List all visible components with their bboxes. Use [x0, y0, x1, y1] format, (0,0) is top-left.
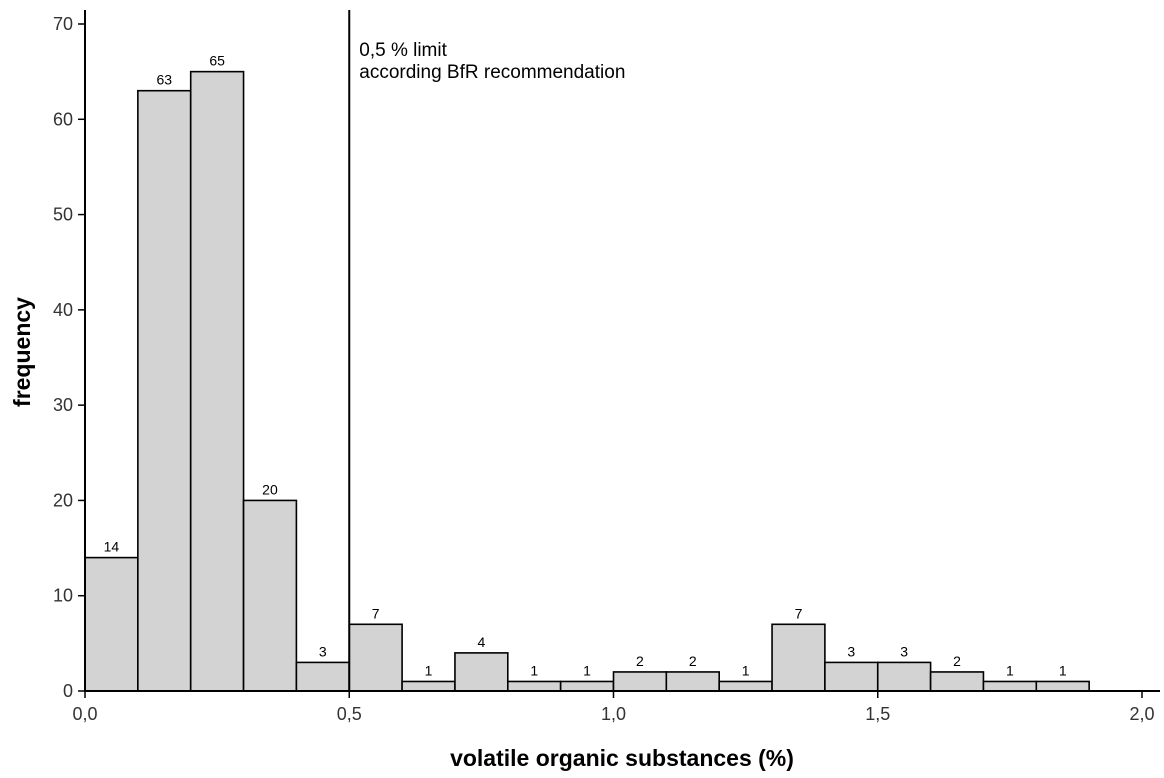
bar-value-label: 7	[372, 605, 380, 621]
x-axis-title: volatile organic substances (%)	[450, 745, 794, 771]
y-tick-label: 40	[53, 300, 73, 320]
x-tick-label: 1,5	[865, 704, 890, 724]
bar-value-label: 63	[156, 72, 172, 88]
bar-value-label: 3	[319, 643, 327, 659]
x-tick-label: 0,5	[337, 704, 362, 724]
histogram-bar	[401, 680, 456, 692]
x-tick-label: 2,0	[1129, 704, 1154, 724]
bar-value-label: 3	[847, 643, 855, 659]
histogram-bar	[665, 671, 720, 692]
histogram-bar	[876, 661, 932, 692]
bar-value-label: 65	[209, 53, 225, 69]
bar-value-label: 1	[425, 662, 433, 678]
limit-annotation-line: according BfR recommendation	[359, 62, 625, 83]
histogram-bar	[559, 680, 615, 692]
histogram-bar	[295, 661, 351, 692]
histogram-bar	[982, 680, 1038, 692]
histogram-bar	[612, 671, 668, 692]
histogram-bar	[348, 623, 403, 692]
bar-value-label: 1	[1059, 662, 1067, 678]
y-axis-ticks: 0 10 20 30 40 50 60 70	[53, 14, 85, 701]
y-tick-label: 0	[63, 681, 73, 701]
histogram-bar	[771, 623, 826, 692]
bar-value-label: 2	[689, 653, 697, 669]
y-tick-label: 20	[53, 490, 73, 510]
x-axis-ticks: 0,0 0,5 1,0 1,5 2,0	[72, 691, 1155, 724]
histogram-bar	[506, 680, 562, 692]
bar-value-label: 2	[953, 653, 961, 669]
bar-value-label: 4	[477, 634, 485, 650]
bar-value-label: 1	[1006, 662, 1014, 678]
y-axis-title: frequency	[9, 297, 35, 407]
bar-value-label: 1	[742, 662, 750, 678]
bar-value-label: 1	[583, 662, 591, 678]
bar-value-label: 2	[636, 653, 644, 669]
histogram-bar	[1035, 680, 1090, 692]
histogram-bar	[929, 671, 985, 692]
y-tick-label: 10	[53, 586, 73, 606]
bar-value-label: 20	[262, 481, 278, 497]
y-tick-label: 70	[53, 14, 73, 34]
bar-value-label: 3	[900, 643, 908, 659]
histogram-bar	[189, 70, 245, 692]
bar-value-label: 1	[530, 662, 538, 678]
limit-annotation-line: 0,5 % limit	[359, 40, 447, 61]
histogram-bar	[824, 661, 879, 692]
histogram-bars	[84, 70, 1090, 692]
y-tick-label: 30	[53, 395, 73, 415]
bar-value-label: 14	[104, 539, 120, 555]
histogram-bar	[454, 652, 509, 692]
histogram-bar	[137, 89, 192, 692]
x-tick-label: 1,0	[601, 704, 626, 724]
bar-value-label: 7	[795, 605, 803, 621]
x-tick-label: 0,0	[72, 704, 97, 724]
axes	[84, 10, 1160, 692]
y-tick-label: 50	[53, 205, 73, 225]
histogram-bar	[242, 499, 298, 692]
histogram-bar	[718, 680, 773, 692]
histogram-bar	[84, 556, 139, 692]
y-tick-label: 60	[53, 109, 73, 129]
